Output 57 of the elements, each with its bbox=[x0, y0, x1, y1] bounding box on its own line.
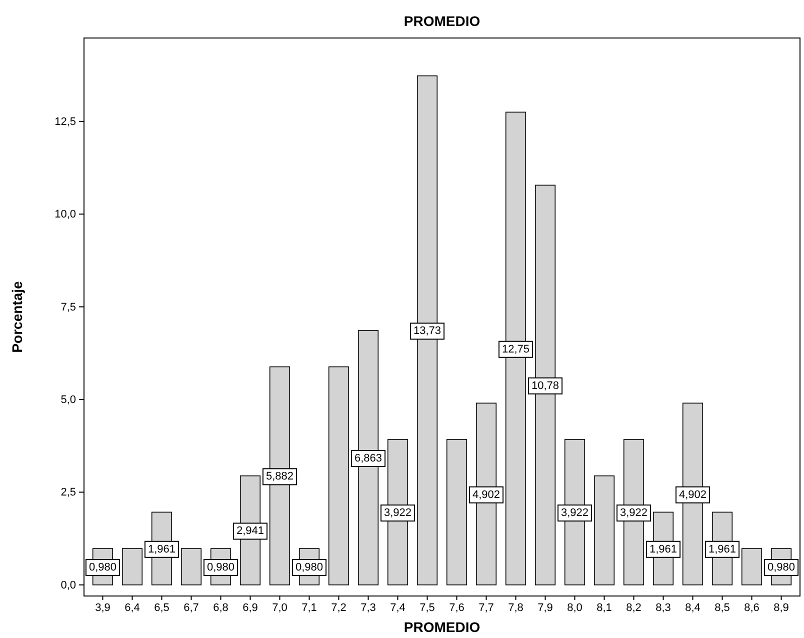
x-tick-label: 8,2 bbox=[626, 602, 642, 614]
y-tick-label: 5,0 bbox=[60, 394, 76, 406]
x-tick-label: 7,2 bbox=[331, 602, 346, 614]
x-tick-label: 7,3 bbox=[360, 602, 376, 614]
data-label: 4,902 bbox=[678, 488, 707, 501]
bar bbox=[741, 548, 762, 586]
x-axis-title: PROMEDIO bbox=[404, 619, 480, 635]
bar bbox=[446, 439, 468, 586]
chart-title: PROMEDIO bbox=[404, 13, 480, 29]
bar bbox=[180, 548, 202, 586]
x-tick-label: 3,9 bbox=[95, 602, 110, 614]
x-tick-label: 7,6 bbox=[449, 602, 464, 614]
x-tick-label: 6,4 bbox=[124, 602, 140, 614]
x-tick-label: 6,8 bbox=[213, 602, 228, 614]
data-label: 6,863 bbox=[354, 452, 382, 464]
x-tick-label: 7,5 bbox=[420, 602, 435, 614]
data-label: 1,961 bbox=[148, 543, 176, 556]
y-axis-title: Porcentaje bbox=[9, 280, 25, 353]
y-tick-label: 2,5 bbox=[60, 486, 76, 499]
x-tick-label: 6,9 bbox=[242, 602, 258, 614]
x-tick-label: 8,9 bbox=[774, 602, 789, 614]
data-label: 3,922 bbox=[384, 507, 412, 520]
data-label: 0,980 bbox=[88, 562, 116, 574]
x-tick-label: 8,4 bbox=[685, 602, 700, 614]
bar bbox=[328, 366, 350, 586]
x-tick-label: 6,5 bbox=[154, 602, 170, 614]
y-tick-label: 12,5 bbox=[54, 116, 76, 128]
data-label: 0,980 bbox=[206, 562, 235, 574]
x-tick-label: 8,3 bbox=[656, 602, 671, 614]
x-tick-label: 7,9 bbox=[538, 602, 553, 614]
y-tick-label: 0,0 bbox=[60, 579, 76, 592]
data-label: 2,941 bbox=[236, 525, 264, 538]
x-tick-label: 8,6 bbox=[744, 602, 760, 614]
data-label: 1,961 bbox=[708, 543, 736, 556]
data-label: 10,78 bbox=[531, 380, 560, 392]
x-tick-label: 7,8 bbox=[508, 602, 524, 614]
data-label: 13,73 bbox=[413, 325, 442, 338]
y-tick-label: 10,0 bbox=[54, 208, 76, 221]
x-tick-label: 8,5 bbox=[714, 602, 730, 614]
data-label: 5,882 bbox=[266, 470, 294, 483]
data-label: 0,980 bbox=[295, 562, 324, 574]
data-label: 3,922 bbox=[620, 507, 648, 520]
x-tick-label: 6,7 bbox=[184, 602, 199, 614]
data-label: 0,980 bbox=[768, 562, 796, 574]
bar bbox=[122, 548, 143, 586]
data-label: 4,902 bbox=[472, 488, 500, 501]
x-tick-label: 7,0 bbox=[272, 602, 288, 614]
x-tick-label: 7,1 bbox=[302, 602, 317, 614]
bar bbox=[594, 475, 615, 586]
x-tick-label: 8,1 bbox=[596, 602, 612, 614]
x-tick-label: 7,4 bbox=[390, 602, 406, 614]
x-tick-label: 7,7 bbox=[478, 602, 494, 614]
data-label: 12,75 bbox=[502, 343, 530, 356]
x-tick-label: 8,0 bbox=[567, 602, 582, 614]
data-label: 1,961 bbox=[649, 543, 678, 556]
y-tick-label: 7,5 bbox=[60, 301, 76, 314]
data-label: 3,922 bbox=[560, 507, 589, 520]
